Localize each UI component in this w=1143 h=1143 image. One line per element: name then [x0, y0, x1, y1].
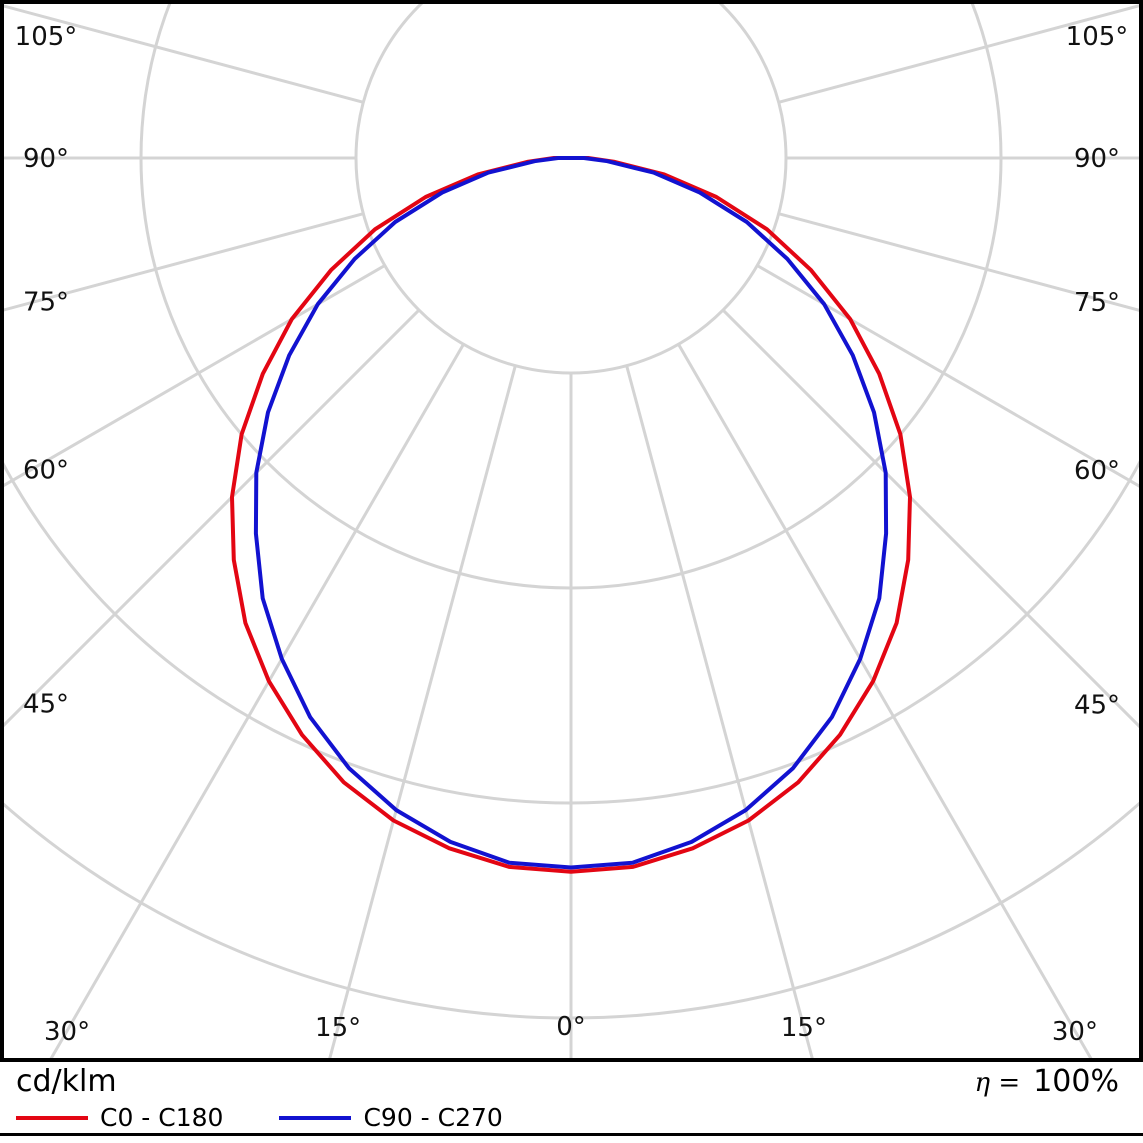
angle-tick-label: 15° [315, 1013, 361, 1043]
angle-tick-label: 90° [23, 144, 69, 174]
angle-tick-label: 60° [23, 456, 69, 486]
unit-label: cd/klm [16, 1064, 117, 1099]
grid-ring [0, 452, 1143, 805]
footer: cd/klm η = 100% C0 - C180 C90 - C270 [0, 1062, 1143, 1143]
angle-tick-label: 30° [1052, 1017, 1098, 1047]
plot-border [0, 0, 1143, 1062]
legend-label-c90-c270: C90 - C270 [363, 1103, 503, 1132]
legend: C0 - C180 C90 - C270 [0, 1103, 1143, 1132]
grid-ray [0, 308, 421, 732]
efficiency-symbol: η = [974, 1068, 1021, 1098]
legend-item-c0-c180: C0 - C180 [16, 1103, 223, 1132]
angle-tick-label: 60° [1074, 456, 1120, 486]
legend-swatch-red-line [16, 1115, 88, 1120]
legend-label-c0-c180: C0 - C180 [100, 1103, 224, 1132]
angle-tick-label: 45° [23, 690, 69, 720]
grid-ray [0, 212, 364, 313]
efficiency-value: 100% [1033, 1064, 1119, 1099]
grid-ring [0, 797, 1143, 1020]
angle-tick-label: 90° [1074, 144, 1120, 174]
angle-tick-label: 75° [23, 288, 69, 318]
grid-ray [625, 365, 815, 1062]
grid-ray [778, 212, 1143, 313]
angle-tick-label: 15° [781, 1013, 827, 1043]
curve-c90-c270 [253, 156, 889, 870]
angle-tick-label: 75° [1074, 288, 1120, 318]
footer-top-row: cd/klm η = 100% [0, 1062, 1143, 1099]
grid-ray [327, 365, 517, 1062]
polar-grid-and-curves: 0° 15° 15° 30° 30° 45° 45° 60° 60° 75° 75° 90° 90° 10… [0, 0, 1143, 1062]
angle-tick-label: 0° [556, 1012, 586, 1042]
angle-tick-label: 105° [15, 22, 78, 52]
legend-item-c90-c270: C90 - C270 [279, 1103, 503, 1132]
grid-ring [139, 0, 1003, 590]
grid-ray [47, 343, 465, 1062]
angle-tick-label: 45° [1074, 691, 1120, 721]
angle-tick-label: 30° [44, 1017, 90, 1047]
efficiency-label: η = 100% [974, 1064, 1119, 1099]
angle-tick-label: 105° [1066, 22, 1129, 52]
bottom-rule [0, 1133, 1143, 1136]
grid-ray [721, 308, 1143, 733]
polar-chart: 0° 15° 15° 30° 30° 45° 45° 60° 60° 75° 75° 90° 90° 10… [0, 0, 1143, 1062]
legend-swatch-blue-line [279, 1115, 352, 1120]
grid-ring [354, 0, 788, 375]
curve-c0-c180 [230, 156, 912, 874]
